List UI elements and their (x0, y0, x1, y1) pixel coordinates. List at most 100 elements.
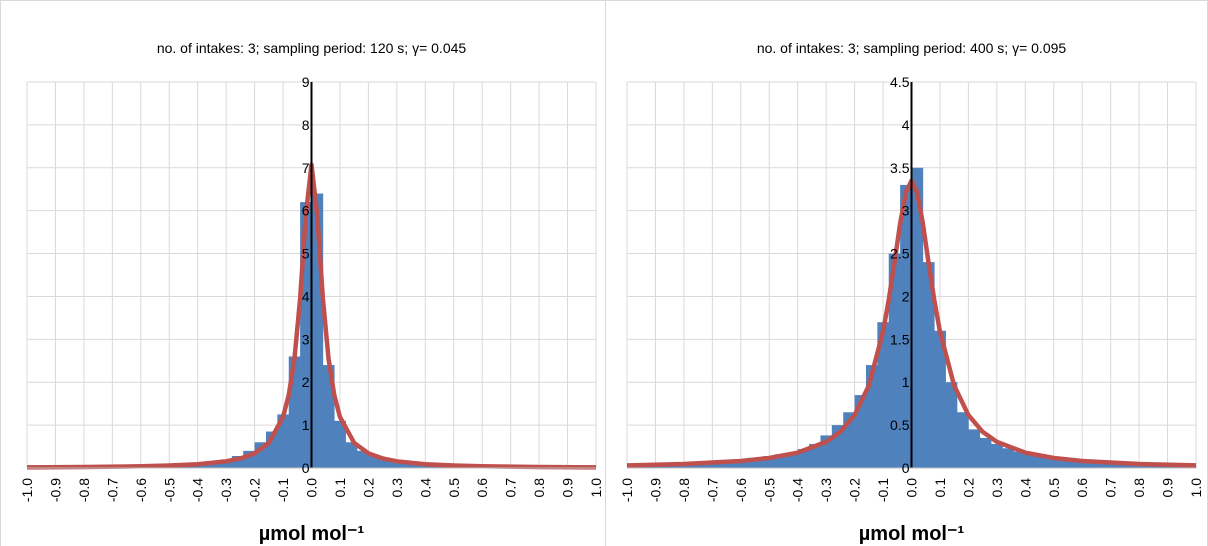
y-tick-label: 3.5 (890, 160, 910, 176)
x-tick-label: -0.8 (676, 478, 692, 502)
x-tick-label: 1.0 (1188, 478, 1204, 498)
x-tick-label: -0.6 (133, 478, 149, 502)
y-tick-label: 1 (902, 374, 910, 390)
x-tick-label: 0.2 (960, 478, 976, 498)
histogram-bar (718, 461, 730, 468)
x-tick-label: 0.0 (304, 478, 320, 498)
x-tick-label: -0.5 (761, 478, 777, 502)
x-tick-label: -0.6 (733, 478, 749, 502)
histogram-bar (265, 431, 278, 468)
histogram-bar (311, 193, 324, 468)
x-tick-label: 0.4 (417, 478, 433, 498)
x-tick-label: -0.5 (161, 478, 177, 502)
histogram-bar (357, 450, 369, 468)
histogram-bar (831, 425, 844, 468)
histogram-bar (1013, 451, 1026, 468)
histogram-bar (740, 459, 753, 468)
x-tick-label: 0.8 (1131, 478, 1147, 498)
histogram-bar (854, 395, 867, 468)
x-tick-label: -0.9 (647, 478, 663, 502)
x-tick-label: 0.4 (1017, 478, 1033, 498)
histogram-bar (797, 449, 810, 468)
y-tick-label: 3 (302, 331, 310, 347)
x-tick-label: -0.1 (875, 478, 891, 502)
y-tick-label: 9 (302, 74, 310, 90)
histogram-bar (1116, 463, 1129, 468)
histogram-bar (934, 330, 946, 468)
x-tick-label: -0.2 (847, 478, 863, 502)
x-tick-label: 0.3 (989, 478, 1005, 498)
x-tick-label: 0.6 (474, 478, 490, 498)
x-tick-label: 0.6 (1074, 478, 1090, 498)
x-tick-label: 0.0 (904, 478, 920, 498)
histogram-bar (843, 412, 855, 468)
x-tick-label: -0.8 (76, 478, 92, 502)
histogram-bar (968, 429, 981, 468)
chart-panel: no. of intakes: 3; sampling period: 400 … (619, 40, 1204, 545)
y-tick-label: 6 (302, 203, 310, 219)
histogram-bar (368, 455, 381, 468)
x-tick-label: 0.5 (446, 478, 462, 498)
histogram-bar (243, 450, 255, 468)
x-tick-label: -0.3 (818, 478, 834, 502)
histogram-bar (900, 184, 912, 468)
histogram-bar (345, 442, 358, 468)
histogram-bar (379, 458, 392, 468)
x-tick-label: 0.1 (932, 478, 948, 498)
y-tick-label: 0 (902, 460, 910, 476)
x-tick-label: -0.3 (218, 478, 234, 502)
chart-title: no. of intakes: 3; sampling period: 400 … (757, 40, 1067, 56)
y-tick-label: 5 (302, 246, 310, 262)
y-tick-label: 2 (902, 288, 910, 304)
histogram-bar (706, 461, 719, 468)
x-tick-label: 0.2 (360, 478, 376, 498)
histogram-bar (391, 461, 403, 468)
histogram-bar (888, 253, 901, 468)
x-tick-label: 1.0 (588, 478, 604, 498)
histogram-bar (1048, 457, 1060, 468)
histogram-bar (1025, 454, 1037, 468)
y-tick-label: 8 (302, 117, 310, 133)
chart-title: no. of intakes: 3; sampling period: 120 … (157, 40, 467, 56)
histogram-bar (991, 443, 1003, 468)
x-tick-label: -0.4 (790, 478, 806, 502)
x-tick-label: 0.9 (1160, 478, 1176, 498)
histogram-bar (277, 414, 290, 468)
histogram-bar (1036, 455, 1049, 468)
y-tick-label: 0 (302, 460, 310, 476)
x-tick-label: -0.1 (275, 478, 291, 502)
x-tick-label: 0.5 (1046, 478, 1062, 498)
histogram-bar (877, 322, 890, 468)
y-tick-label: 1 (302, 417, 310, 433)
histogram-bar (752, 457, 764, 468)
histogram-bar (911, 167, 924, 468)
y-tick-label: 4 (902, 117, 910, 133)
x-tick-label: 0.1 (332, 478, 348, 498)
x-tick-label: 0.8 (531, 478, 547, 498)
histogram-bar (774, 454, 787, 468)
x-tick-label: -0.9 (47, 478, 63, 502)
histogram-bar (1059, 459, 1072, 468)
histogram-bar (322, 365, 335, 468)
histogram-bar (1082, 461, 1094, 468)
histogram-bar (1002, 448, 1015, 468)
histogram-bar (945, 382, 958, 468)
histogram-bar (1070, 460, 1083, 468)
x-tick-label: -0.7 (704, 478, 720, 502)
y-tick-label: 7 (302, 160, 310, 176)
x-tick-label: 0.7 (503, 478, 519, 498)
histogram-bar (763, 455, 776, 468)
histogram-bar (1093, 461, 1106, 468)
histogram-bar (695, 462, 707, 468)
histogram-bar (786, 452, 798, 468)
histogram-bar (1104, 462, 1117, 468)
histogram-bar (300, 202, 312, 469)
histogram-bar (402, 463, 415, 468)
histogram-bar (231, 455, 244, 468)
x-tick-label: -0.4 (190, 478, 206, 502)
y-tick-label: 4 (302, 288, 310, 304)
x-axis-title: µmol mol⁻¹ (859, 523, 965, 545)
x-tick-label: -1.0 (619, 478, 635, 502)
histogram-bar (729, 460, 742, 468)
